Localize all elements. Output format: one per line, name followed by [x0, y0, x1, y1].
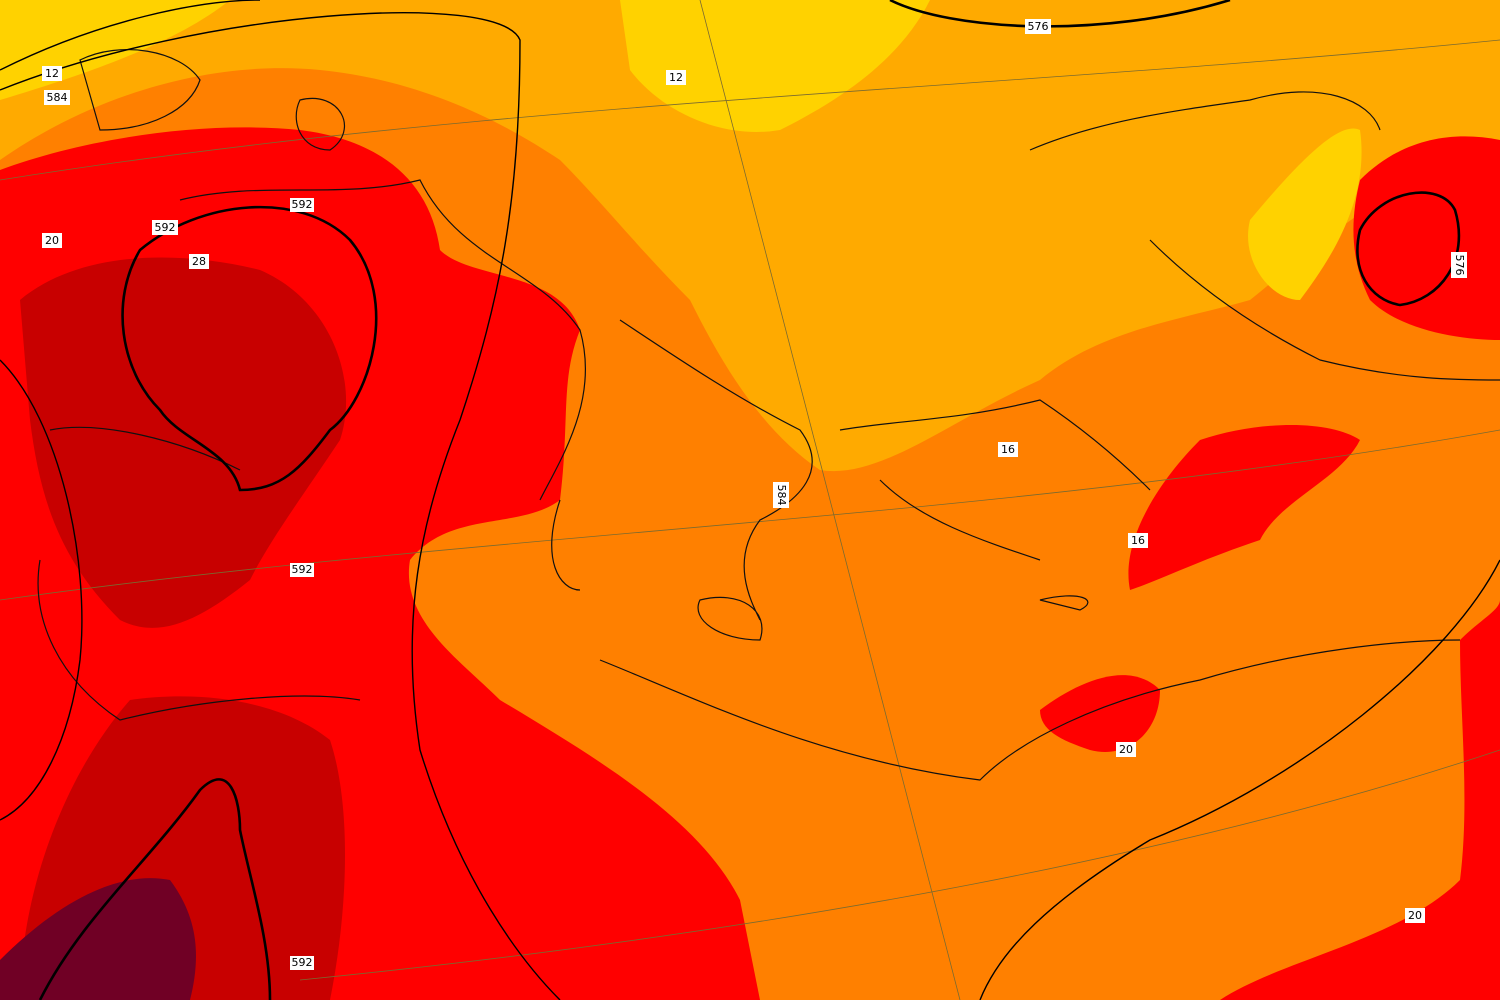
contour-label: 592	[290, 563, 314, 577]
contour-label: 584	[773, 482, 789, 508]
contour-label: 28	[189, 254, 209, 269]
label-text: 592	[155, 221, 176, 234]
contour-label: 592	[290, 198, 314, 212]
field-orange-light	[0, 0, 1500, 472]
coastline	[79, 49, 346, 151]
graticule	[699, 0, 961, 1000]
contour-label: 12	[666, 70, 686, 85]
coastline	[37, 426, 361, 721]
graticule	[299, 749, 1500, 981]
coastline	[599, 399, 1461, 781]
field-dark-red	[20, 257, 347, 628]
contour-label: 20	[42, 233, 62, 248]
label-text: 592	[292, 956, 313, 969]
field-red	[1040, 675, 1160, 752]
label-text: 12	[45, 67, 59, 80]
field-red	[1128, 425, 1360, 590]
label-text: 12	[669, 71, 683, 84]
contour-label: 576	[1451, 252, 1467, 278]
field-yellow	[1248, 128, 1362, 300]
coastline	[179, 179, 813, 641]
field-yellow	[620, 0, 930, 132]
contour-label: 592	[290, 956, 314, 970]
contour	[0, 359, 83, 821]
label-text: 20	[1408, 909, 1422, 922]
contour-label: 20	[1405, 908, 1425, 923]
field-maroon	[0, 878, 196, 1000]
contour	[0, 12, 561, 1000]
label-text: 584	[775, 485, 788, 506]
contour	[121, 205, 378, 492]
contour-label: 584	[44, 90, 70, 105]
label-text: 20	[1119, 743, 1133, 756]
field-red	[1220, 600, 1500, 1000]
contour-label: 576	[1025, 19, 1051, 34]
contour-label: 12	[42, 66, 62, 81]
coastline	[1029, 91, 1500, 381]
contour-label: 16	[1128, 533, 1148, 548]
label-text: 576	[1453, 255, 1466, 276]
label-text: 16	[1001, 443, 1015, 456]
field-red	[1353, 136, 1500, 340]
contour	[38, 778, 272, 1000]
label-text: 592	[292, 563, 313, 576]
contour	[1356, 191, 1461, 307]
contour	[979, 559, 1500, 1000]
contour-label: 20	[1116, 742, 1136, 757]
contour-label: 16	[998, 442, 1018, 457]
graticule	[0, 429, 1500, 601]
graticule	[0, 39, 1500, 181]
label-text: 592	[292, 198, 313, 211]
contour	[0, 0, 261, 71]
label-text: 28	[192, 255, 206, 268]
label-text: 584	[47, 91, 68, 104]
label-text: 16	[1131, 534, 1145, 547]
label-text: 20	[45, 234, 59, 247]
label-text: 576	[1028, 20, 1049, 33]
contour-label: 592	[152, 220, 178, 235]
